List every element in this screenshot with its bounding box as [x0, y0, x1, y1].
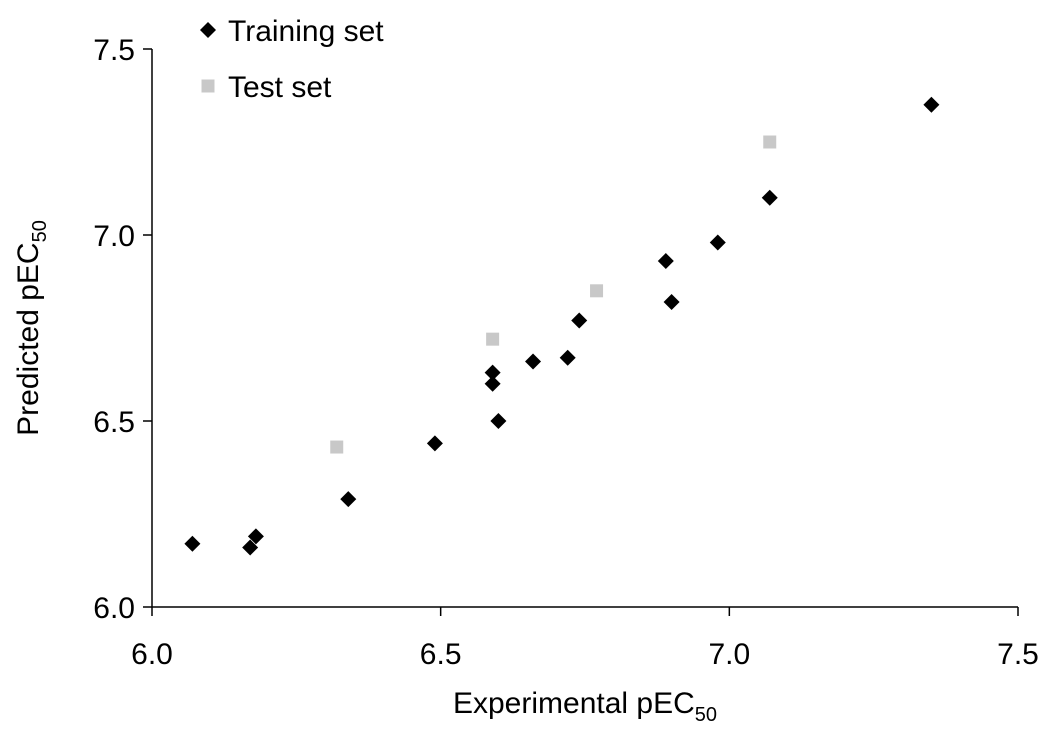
y-tick-label: 7.5	[93, 34, 135, 67]
training-set-point	[923, 96, 940, 113]
x-tick-label: 7.0	[708, 638, 750, 671]
training-set-point	[571, 312, 588, 329]
x-tick-label: 6.5	[420, 638, 462, 671]
y-tick-label: 6.5	[93, 406, 135, 439]
data-markers	[184, 96, 940, 556]
training-set-point	[559, 349, 576, 366]
x-axis-title-subscript: 50	[695, 704, 717, 726]
test-set-point	[330, 440, 344, 454]
training-set-point	[490, 413, 507, 429]
legend-label: Training set	[228, 15, 384, 48]
test-set-point	[486, 332, 500, 346]
y-axis-ticks: 6.0 6.5 7.0 7.5	[93, 34, 152, 625]
y-axis-title-main: Predicted pEC	[12, 242, 45, 435]
y-tick-label: 6.0	[93, 592, 135, 625]
training-set-point	[426, 435, 443, 452]
x-tick-label: 7.5	[997, 638, 1039, 671]
test-set-point	[763, 135, 777, 149]
legend-square-icon	[201, 79, 215, 93]
legend-label: Test set	[228, 71, 332, 104]
legend-diamond-icon	[200, 22, 216, 38]
training-set-point	[657, 253, 674, 270]
training-set-point	[761, 189, 778, 206]
x-axis-title-main: Experimental pEC	[453, 687, 695, 720]
test-set-point	[590, 284, 604, 298]
legend: Training set Test set	[200, 15, 384, 104]
training-set-point	[184, 535, 201, 552]
training-set-point	[242, 539, 259, 556]
training-set-point	[709, 234, 726, 251]
y-axis-title-subscript: 50	[29, 220, 51, 242]
x-axis-ticks: 6.0 6.5 7.0 7.5	[131, 607, 1039, 671]
x-tick-label: 6.0	[131, 638, 173, 671]
training-set-point	[340, 491, 357, 508]
training-set-point	[484, 364, 501, 381]
training-set-point	[484, 375, 501, 392]
training-set-point	[247, 528, 264, 545]
training-set-point	[525, 353, 542, 370]
x-axis-title: Experimental pEC50	[453, 687, 717, 726]
training-set-point	[663, 293, 680, 310]
axes	[151, 49, 1018, 608]
y-axis-title: Predicted pEC50	[12, 220, 51, 436]
y-tick-label: 7.0	[93, 220, 135, 253]
